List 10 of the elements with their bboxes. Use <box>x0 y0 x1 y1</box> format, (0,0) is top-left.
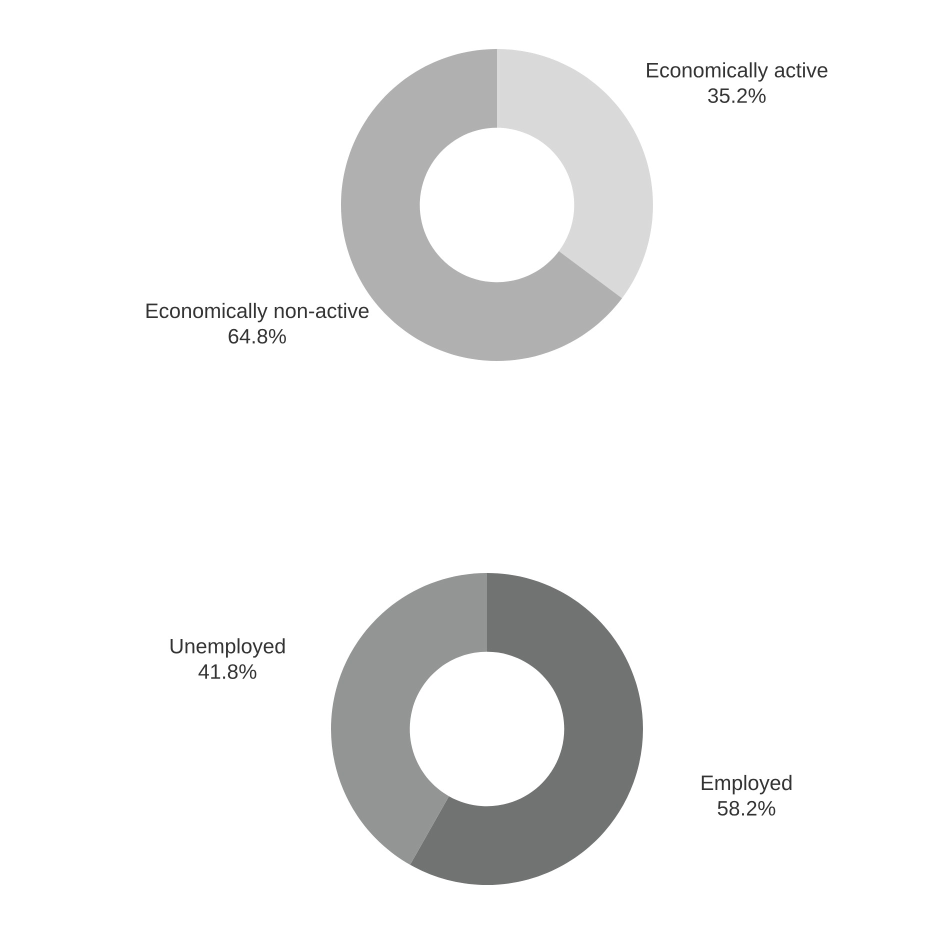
slice-label: Economically non-active <box>146 302 369 322</box>
donut-slice <box>331 573 487 865</box>
data-label: 64.8% <box>228 328 286 344</box>
slice-label: Unemployed <box>170 638 285 658</box>
data-label: 35.2% <box>708 88 766 104</box>
data-label: 58.2% <box>718 800 776 816</box>
slice-label: Economically active <box>647 62 828 82</box>
data-label: 41.8% <box>198 664 256 679</box>
donut-slice <box>410 573 643 885</box>
slice-label: Employed <box>702 774 792 794</box>
